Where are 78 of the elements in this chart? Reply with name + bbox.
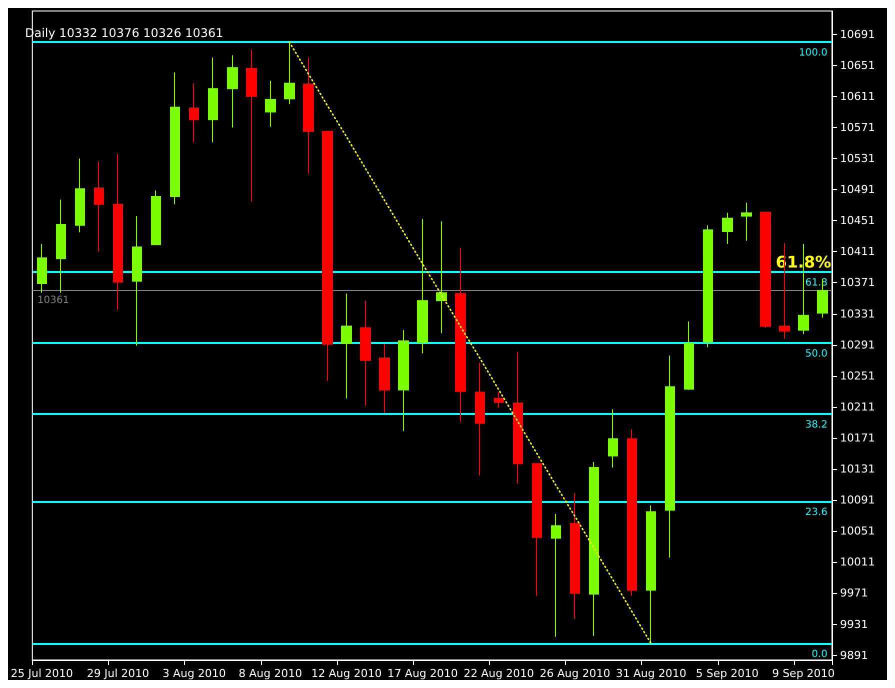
candlestick	[37, 243, 47, 294]
x-tick-label: 12 Aug 2010	[311, 667, 382, 680]
x-tick-label: 29 Jul 2010	[86, 667, 150, 680]
y-tick-label: 10131	[840, 462, 875, 476]
candlestick	[170, 72, 180, 205]
annotation: 100.0	[798, 48, 828, 59]
candlestick	[551, 514, 561, 638]
candlestick	[151, 190, 161, 246]
candlestick	[455, 247, 466, 422]
y-tick-label: 10651	[840, 58, 875, 72]
candlestick	[532, 463, 542, 596]
candlestick	[417, 218, 428, 354]
x-tick-label: 31 Aug 2010	[616, 667, 686, 680]
candlestick	[703, 224, 713, 348]
y-tick-label: 10411	[840, 245, 875, 258]
x-tick-label: 26 Aug 2010	[540, 667, 610, 680]
y-tick-label: 9971	[840, 586, 868, 600]
y-tick-label: 10331	[840, 307, 875, 320]
x-tick-label: 9 Sep 2010	[772, 667, 835, 680]
candlestick	[94, 161, 104, 252]
candlestick	[570, 492, 580, 620]
annotation: 0.0	[812, 649, 828, 660]
candlestick	[113, 153, 123, 310]
candlestick	[56, 199, 66, 294]
x-tick-label: 25 Jul 2010	[10, 667, 74, 680]
y-tick-label: 9931	[840, 618, 868, 631]
y-tick-label: 10371	[840, 276, 875, 290]
y-tick-label: 10091	[840, 494, 875, 507]
candlestick	[246, 49, 257, 202]
candlestick	[398, 330, 409, 432]
candlestick	[284, 42, 295, 105]
candlestick	[684, 321, 694, 390]
y-tick-label: 10011	[840, 556, 875, 569]
candlestick	[646, 505, 656, 644]
y-tick-label: 10051	[840, 524, 875, 538]
y-tick-label: 10291	[840, 338, 875, 352]
candlestick	[513, 351, 523, 484]
y-tick-label: 10171	[840, 431, 875, 444]
candlestick	[475, 362, 485, 476]
y-tick-label: 10611	[840, 90, 875, 103]
annotation: 38.2	[805, 419, 828, 430]
candlestick	[627, 428, 637, 596]
candlestick	[494, 392, 504, 408]
candlestick	[227, 54, 238, 128]
candlestick	[665, 355, 675, 558]
y-tick-label: 10251	[840, 369, 875, 382]
candlestick	[360, 300, 371, 406]
y-tick-label: 10211	[840, 400, 875, 414]
candlestick	[436, 220, 447, 334]
y-tick-label: 9891	[840, 648, 868, 662]
candlestick	[208, 57, 218, 143]
candlestick	[341, 293, 352, 399]
candlestick	[265, 80, 276, 128]
candlestick	[760, 212, 771, 328]
x-tick-label: 3 Aug 2010	[162, 667, 226, 680]
candlestick	[379, 344, 390, 414]
candlestick	[75, 158, 85, 233]
y-tick-label: 10691	[840, 28, 875, 41]
candlestick	[303, 57, 314, 174]
line-series	[288, 41, 652, 644]
candlestick	[189, 82, 199, 143]
candlestick	[608, 408, 618, 468]
x-tick-label: 22 Aug 2010	[464, 667, 534, 680]
x-tick-label: 8 Aug 2010	[238, 667, 302, 680]
candlestick	[741, 202, 752, 242]
candlestick	[132, 215, 142, 346]
y-tick-label: 10491	[840, 183, 875, 196]
ref-line-label: 10361	[37, 294, 70, 306]
y-tick-label: 10531	[840, 152, 875, 165]
y-tick-label: 10451	[840, 214, 875, 228]
annotation: 50.0	[805, 348, 828, 360]
y-tick-label: 10571	[840, 120, 875, 134]
candlestick	[589, 462, 599, 636]
annotation: 23.6	[805, 507, 828, 518]
x-tick-label: 17 Aug 2010	[387, 667, 458, 680]
candlestick	[722, 212, 733, 244]
candlestick	[322, 130, 333, 382]
x-tick-label: 5 Sep 2010	[696, 667, 759, 680]
